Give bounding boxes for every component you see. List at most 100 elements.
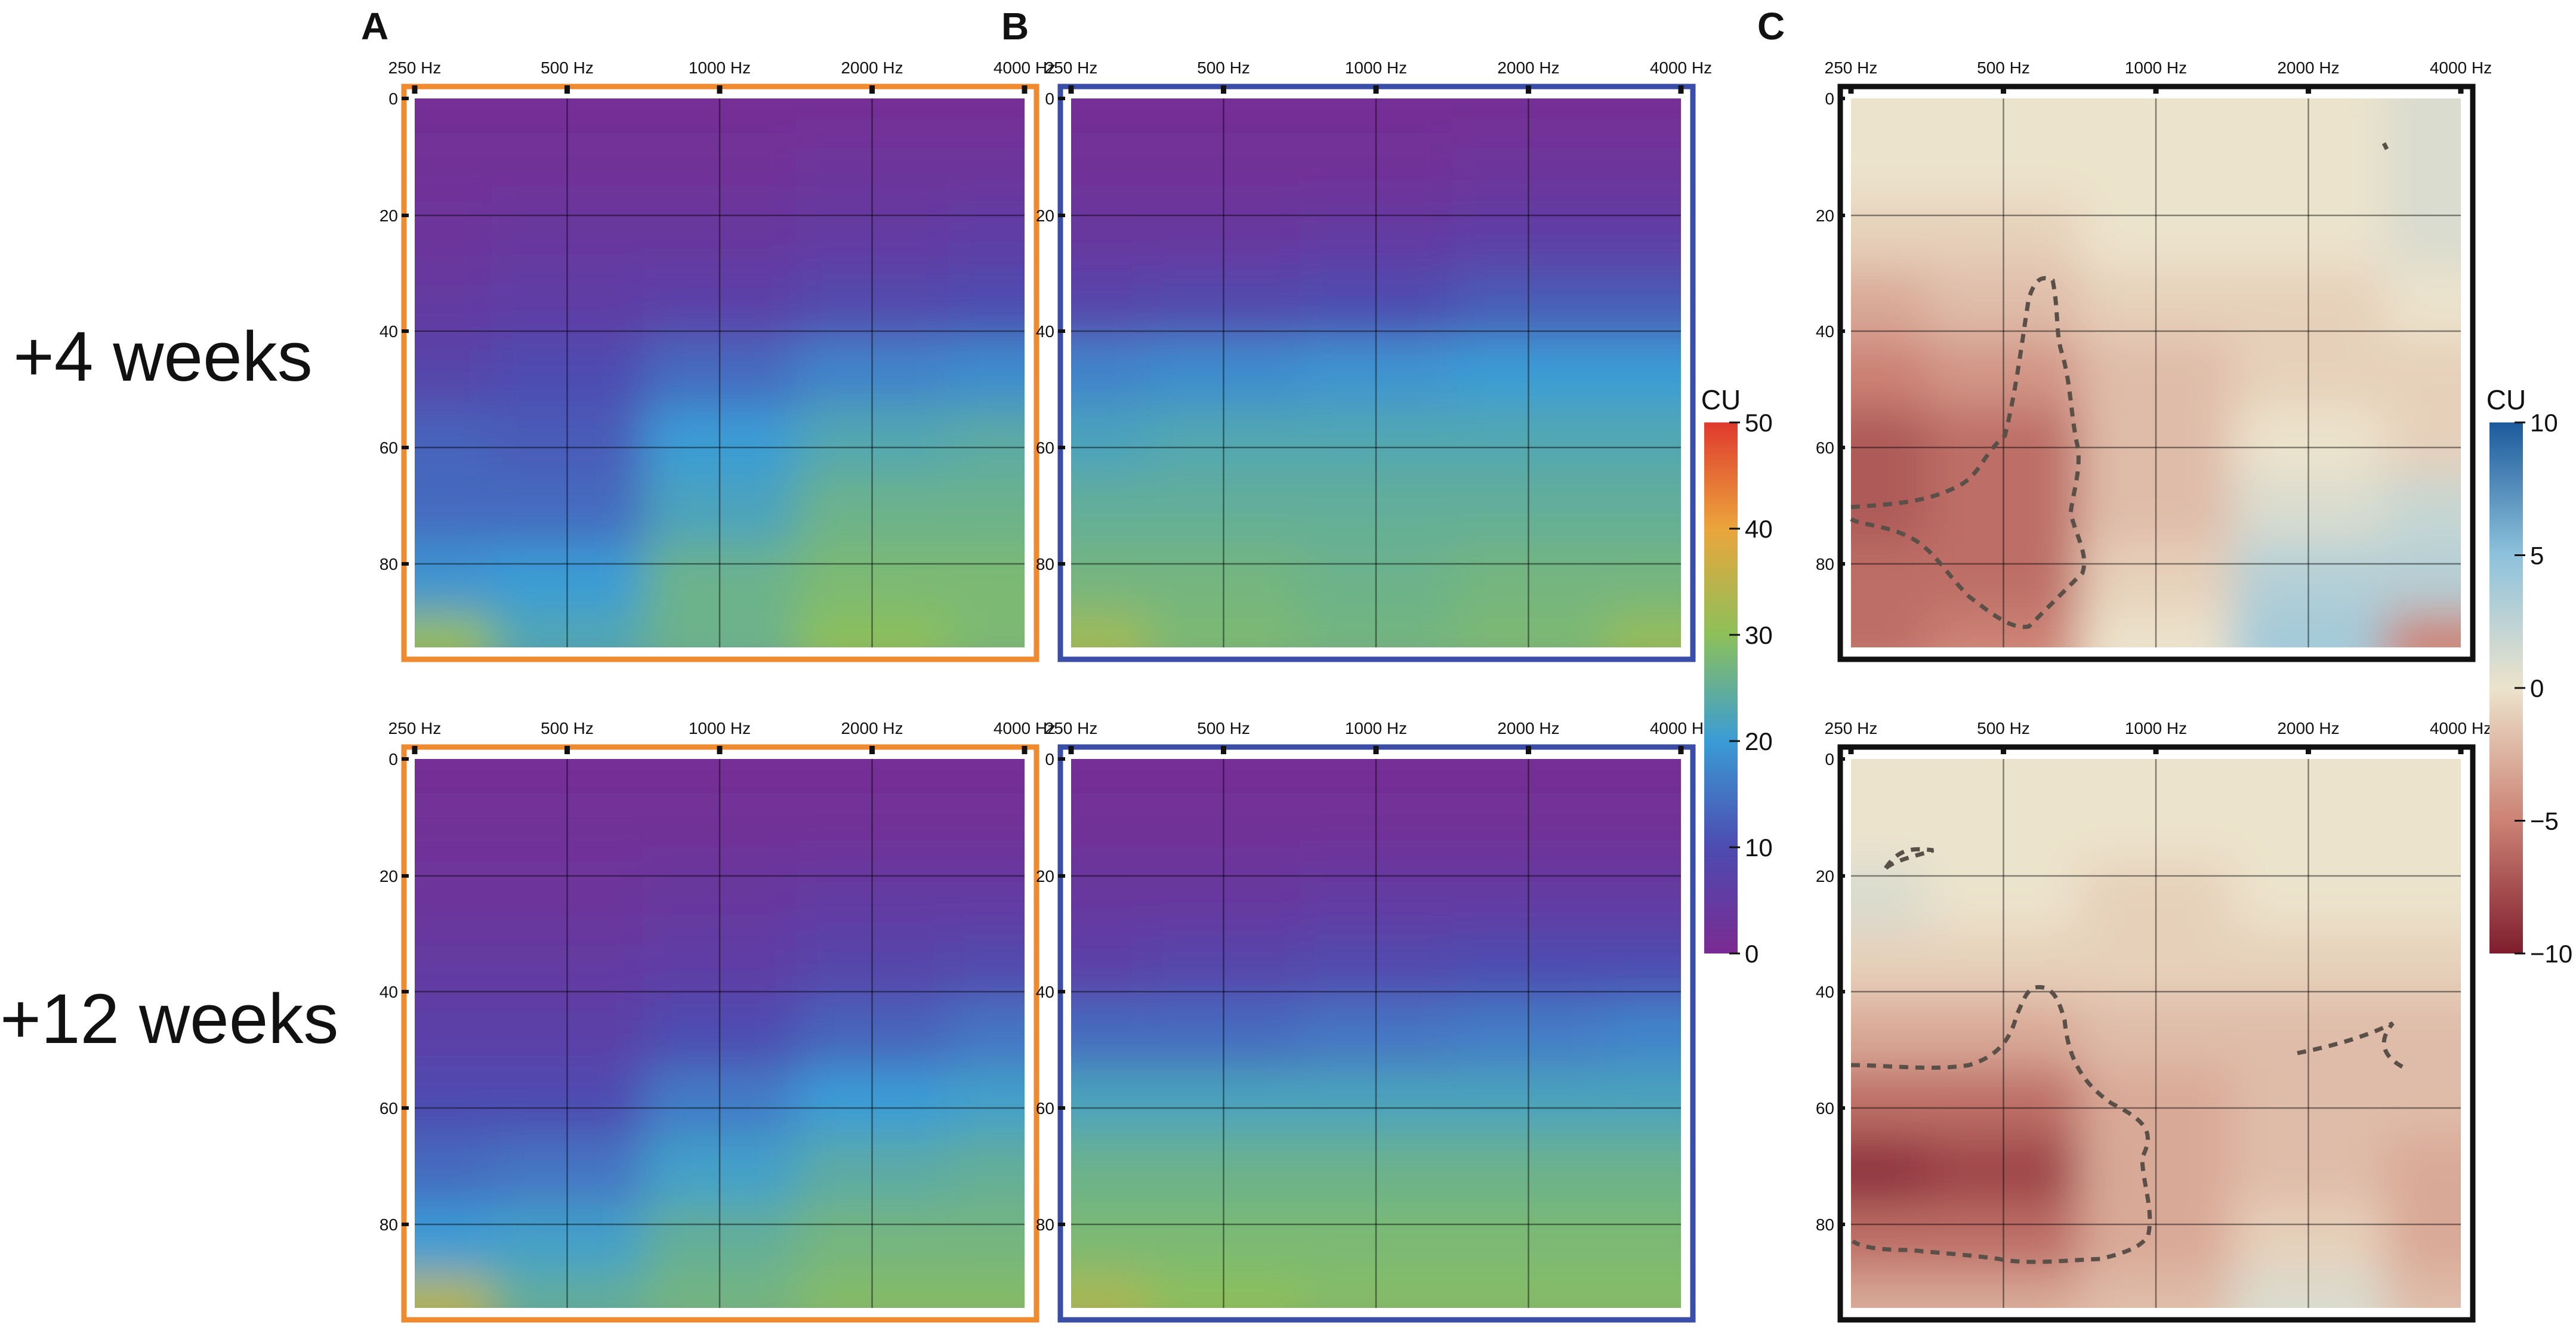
heatmap-cell (948, 201, 1025, 271)
y-tick-label: 0 (1825, 90, 1834, 108)
x-tick-label: 250 Hz (388, 719, 442, 737)
heatmap-cell (490, 999, 645, 1069)
heatmap-cell (415, 1205, 492, 1275)
heatmap-cell (1605, 1136, 1681, 1206)
heatmap-cell (795, 1067, 950, 1138)
heatmap-cell (2232, 476, 2386, 546)
heatmap-cell (1300, 270, 1454, 340)
heatmap-cell (948, 1205, 1025, 1275)
heatmap-cell (1927, 132, 2081, 203)
heatmap-cell (1147, 759, 1301, 795)
heatmap-cell (1300, 1136, 1454, 1206)
heatmap-cell (1147, 338, 1301, 409)
heatmap-cell (643, 201, 797, 271)
heatmap-cell (795, 1273, 950, 1308)
x-tick-label: 500 Hz (1977, 58, 2030, 77)
heatmap-cell (1147, 270, 1301, 340)
heatmap-cell (1147, 407, 1301, 477)
heatmap-cell (415, 338, 492, 409)
heatmap-cell (2232, 999, 2386, 1069)
heatmap-cell (2080, 407, 2233, 477)
panel-letter-c: C (1757, 5, 1785, 48)
heatmap-cell (1927, 1205, 2081, 1275)
heatmap-cell (2384, 930, 2461, 1001)
heatmap-cell (2384, 1067, 2461, 1138)
heatmap-cell (1452, 1136, 1606, 1206)
heatmap-cell (490, 407, 645, 477)
y-tick-label: 60 (1036, 439, 1054, 457)
heatmap-cell (1851, 759, 1929, 795)
heatmap-cell (1851, 930, 1929, 1001)
heatmap-cell (415, 1273, 492, 1308)
heatmap-cell (1147, 1273, 1301, 1308)
y-tick-label: 80 (1036, 555, 1054, 573)
x-tick-label: 250 Hz (1045, 58, 1098, 77)
heatmap-cell (490, 1273, 645, 1308)
heatmap-cell (490, 1067, 645, 1138)
heatmap-cell (1851, 98, 1929, 134)
heatmap-cell (1147, 999, 1301, 1069)
heatmap-A-12w: 250 Hz 500 Hz 1000 Hz 2000 Hz 4000 Hz 0 20 40 60… (380, 719, 1056, 1323)
y-tick-label: 60 (1816, 439, 1834, 457)
heatmap-cell (795, 793, 950, 863)
grid-lines (1071, 98, 1681, 647)
heatmap-cell (1071, 338, 1149, 409)
heatmap-cell (1605, 132, 1681, 203)
heatmap-cell (2232, 338, 2386, 409)
heatmap-cell (795, 270, 950, 340)
colorbar-title: CU (1701, 384, 1741, 415)
x-tick-label: 500 Hz (1197, 58, 1250, 77)
heatmap-cell (490, 930, 645, 1001)
heatmap-cell (2384, 1273, 2461, 1308)
panel-letter-b: B (1001, 5, 1029, 48)
heatmap-cell (1300, 1067, 1454, 1138)
heatmap-cell (1927, 1067, 2081, 1138)
heatmap-cell (1071, 98, 1149, 134)
heatmap-cell (643, 407, 797, 477)
heatmap-cell (1452, 613, 1606, 647)
heatmap-cell (1605, 1205, 1681, 1275)
heatmap-cell (1452, 999, 1606, 1069)
heatmap-cell (2080, 930, 2233, 1001)
y-tick-label: 80 (1036, 1215, 1054, 1234)
heatmap-cell (948, 544, 1025, 615)
heatmap-cell (2080, 476, 2233, 546)
x-tick-label: 2000 Hz (2277, 719, 2339, 737)
colorbar-tick-label: 40 (1745, 515, 1773, 543)
heatmap-cell (1071, 759, 1149, 795)
heatmap-cell (415, 999, 492, 1069)
heatmap-cell (415, 407, 492, 477)
x-tick-label: 500 Hz (541, 58, 594, 77)
x-tick-label: 2000 Hz (1497, 719, 1559, 737)
heatmap-cell (1147, 930, 1301, 1001)
heatmap-cell (643, 544, 797, 615)
heatmap-cell (1605, 862, 1681, 932)
contour-12w-right (2297, 1021, 2406, 1070)
heatmap-cell (1851, 201, 1929, 271)
x-tick-label: 500 Hz (1977, 719, 2030, 737)
heatmap-cell (643, 999, 797, 1069)
heatmap-cell (795, 407, 950, 477)
heatmap-cell (1605, 544, 1681, 615)
heatmap-cell (948, 98, 1025, 134)
heatmap-cell (1605, 1067, 1681, 1138)
heatmap-cell (2232, 1136, 2386, 1206)
heatmap-cell (1927, 1136, 2081, 1206)
heatmap-cell (2232, 759, 2386, 795)
x-tick-label: 250 Hz (1045, 719, 1098, 737)
heatmap-cell (1927, 999, 2081, 1069)
grid-lines (415, 759, 1025, 1308)
x-tick-label: 500 Hz (541, 719, 594, 737)
x-tick-label: 1000 Hz (2125, 719, 2187, 737)
x-tick-label: 2000 Hz (1497, 58, 1559, 77)
heatmap-cell (1300, 201, 1454, 271)
heatmap-cell (948, 1136, 1025, 1206)
x-tick-label: 2000 Hz (841, 719, 903, 737)
heatmap-cell (490, 759, 645, 795)
heatmap-cell (795, 613, 950, 647)
colorbar-tick-label: 5 (2530, 542, 2544, 570)
heatmap-cell (1927, 759, 2081, 795)
heatmap-cell (415, 862, 492, 932)
heatmap-cell (1605, 999, 1681, 1069)
